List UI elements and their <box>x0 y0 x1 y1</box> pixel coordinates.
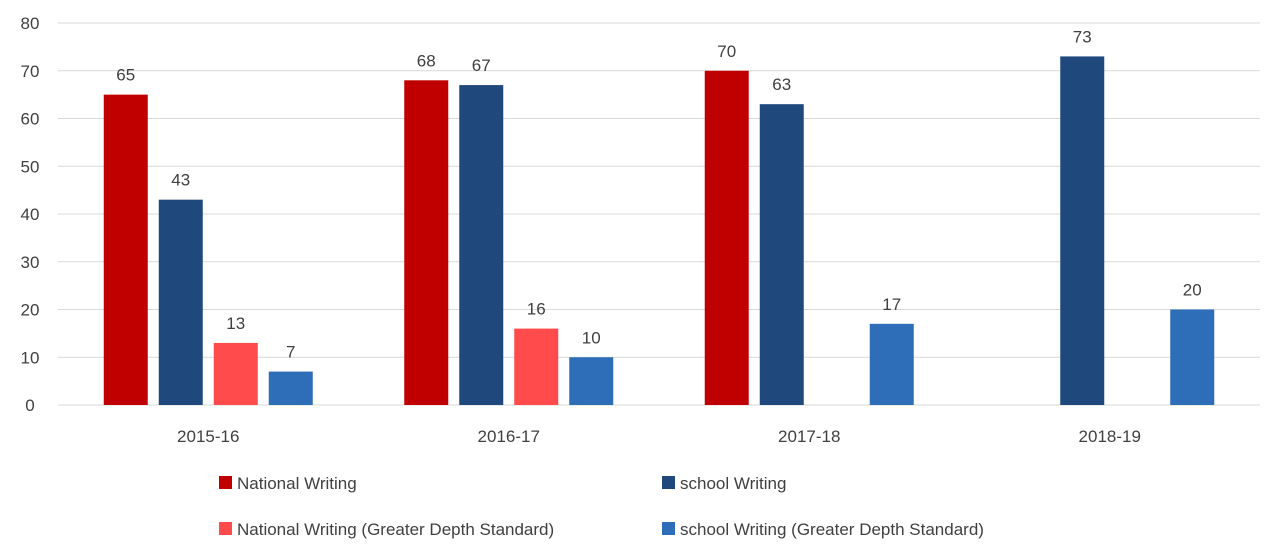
y-tick-label: 0 <box>25 396 34 415</box>
bar-2016-17-series-0 <box>404 80 449 406</box>
y-tick-label: 40 <box>21 205 40 224</box>
bar-2016-17-series-2 <box>514 328 559 405</box>
y-tick-label: 50 <box>21 157 40 176</box>
x-tick-label: 2018-19 <box>1079 427 1141 446</box>
bar-2015-16-series-3 <box>268 371 313 405</box>
x-tick-label: 2015-16 <box>177 427 239 446</box>
bars <box>103 56 1215 406</box>
bar-2017-18-series-0 <box>704 70 749 405</box>
x-tick-label: 2017-18 <box>778 427 840 446</box>
y-tick-label: 70 <box>21 62 40 81</box>
data-label: 13 <box>226 314 245 333</box>
legend-label: National Writing <box>237 474 357 493</box>
data-label: 67 <box>472 56 491 75</box>
bar-2015-16-series-1 <box>158 199 203 405</box>
bar-2018-19-series-3 <box>1170 309 1215 405</box>
y-tick-label: 60 <box>21 110 40 129</box>
y-tick-label: 20 <box>21 301 40 320</box>
data-label: 70 <box>717 42 736 61</box>
bar-2016-17-series-1 <box>459 85 504 405</box>
x-tick-label: 2016-17 <box>478 427 540 446</box>
data-label: 43 <box>171 171 190 190</box>
data-label: 68 <box>417 51 436 70</box>
legend-swatch <box>662 476 675 489</box>
data-label: 10 <box>582 328 601 347</box>
data-labels: 65 43 13 7 68 67 16 10 70 63 17 73 20 <box>116 27 1201 361</box>
legend: National Writing school Writing National W… <box>219 474 984 539</box>
legend-label: National Writing (Greater Depth Standard… <box>237 520 554 539</box>
gridlines <box>58 22 1260 406</box>
data-label: 20 <box>1183 281 1202 300</box>
bar-2017-18-series-3 <box>869 323 914 405</box>
legend-swatch <box>219 476 232 489</box>
data-label: 17 <box>882 295 901 314</box>
data-label: 7 <box>286 343 295 362</box>
y-tick-label: 80 <box>21 14 40 33</box>
data-label: 63 <box>772 75 791 94</box>
x-axis-ticks: 2015-16 2016-17 2017-18 2018-19 <box>177 427 1141 446</box>
legend-label: school Writing (Greater Depth Standard) <box>680 520 984 539</box>
data-label: 65 <box>116 66 135 85</box>
y-tick-label: 10 <box>21 348 40 367</box>
legend-label: school Writing <box>680 474 786 493</box>
data-label: 73 <box>1073 27 1092 46</box>
data-label: 16 <box>527 300 546 319</box>
y-axis-ticks: 0 10 20 30 40 50 60 70 80 <box>21 14 40 415</box>
bar-2016-17-series-3 <box>569 357 614 405</box>
bar-2015-16-series-2 <box>213 342 258 405</box>
legend-swatch <box>219 522 232 535</box>
y-tick-label: 30 <box>21 253 40 272</box>
bar-2015-16-series-0 <box>103 94 148 405</box>
bar-2017-18-series-1 <box>759 104 804 406</box>
legend-swatch <box>662 522 675 535</box>
bar-2018-19-series-1 <box>1060 56 1105 406</box>
